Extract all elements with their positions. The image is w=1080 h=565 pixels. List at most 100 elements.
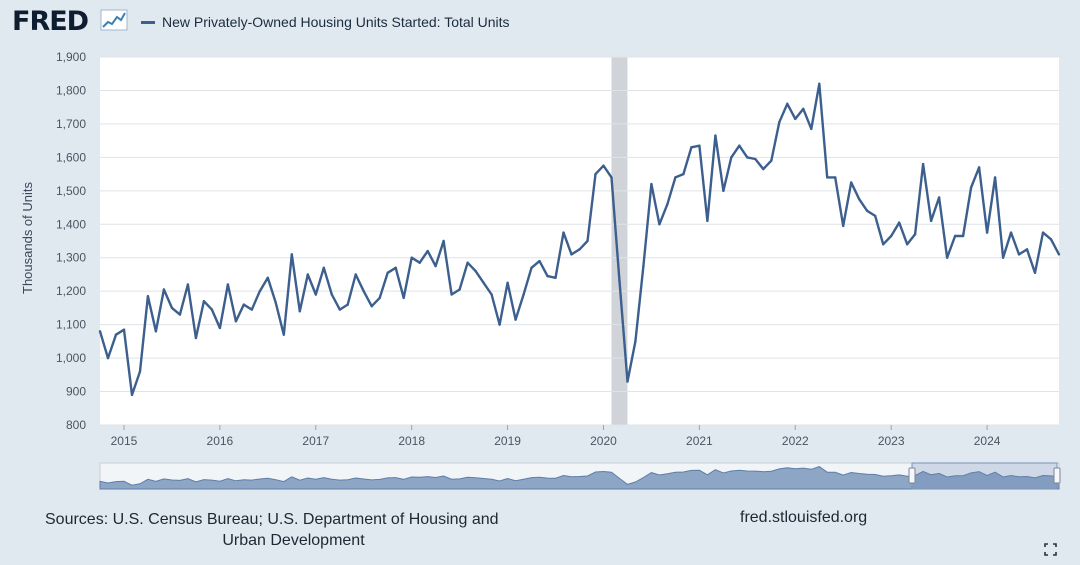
data-point[interactable] [330,293,333,296]
data-point[interactable] [498,323,501,326]
data-point[interactable] [194,336,198,340]
data-point[interactable] [873,214,877,218]
data-point[interactable] [937,196,941,199]
data-point[interactable] [1017,253,1021,256]
data-point[interactable] [306,273,309,276]
data-point[interactable] [474,269,477,273]
data-point[interactable] [738,144,741,147]
data-point[interactable] [458,288,461,291]
data-point[interactable] [578,248,581,251]
data-point[interactable] [1025,248,1029,251]
data-point[interactable] [698,144,701,147]
data-point[interactable] [866,209,869,213]
navigator-handle-left[interactable] [908,467,916,484]
data-point[interactable] [858,197,861,201]
data-point[interactable] [834,176,837,179]
data-point[interactable] [282,333,286,336]
data-point[interactable] [562,231,565,234]
data-point[interactable] [1041,231,1045,234]
data-point[interactable] [658,223,661,226]
data-point[interactable] [538,259,541,263]
data-point[interactable] [1033,271,1037,274]
data-point[interactable] [386,271,389,274]
data-point[interactable] [290,253,293,256]
data-point[interactable] [754,157,757,161]
data-point[interactable] [394,266,397,269]
data-point[interactable] [322,266,325,269]
data-point[interactable] [362,289,365,293]
navigator-selection[interactable] [911,462,1058,490]
data-point[interactable] [985,231,989,234]
data-point[interactable] [482,281,485,285]
data-point[interactable] [897,221,901,224]
data-point[interactable] [778,121,781,124]
data-point[interactable] [274,301,278,305]
data-point[interactable] [993,176,997,179]
data-point[interactable] [506,281,509,285]
data-point[interactable] [242,303,246,306]
data-point[interactable] [154,330,158,333]
data-point[interactable] [953,234,957,238]
data-point[interactable] [706,219,709,223]
data-point[interactable] [250,308,254,311]
data-point[interactable] [850,181,853,184]
data-point[interactable] [602,164,605,167]
data-point[interactable] [346,303,349,306]
data-point[interactable] [202,300,206,303]
data-point[interactable] [722,189,725,193]
data-point[interactable] [618,279,621,283]
data-point[interactable] [945,256,949,259]
data-point[interactable] [674,176,677,179]
data-point[interactable] [434,264,437,268]
data-point[interactable] [122,328,126,331]
data-point[interactable] [610,176,613,179]
data-point[interactable] [170,306,174,310]
legend-item[interactable]: New Privately-Owned Housing Units Starte… [141,14,510,30]
data-point[interactable] [178,313,182,316]
data-point[interactable] [546,274,549,278]
data-point[interactable] [666,203,669,206]
data-point[interactable] [314,293,317,296]
data-point[interactable] [162,288,166,291]
data-point[interactable] [114,333,118,336]
data-point[interactable] [490,293,493,296]
data-point[interactable] [794,117,797,121]
data-point[interactable] [714,134,717,137]
data-point[interactable] [881,243,885,246]
data-point[interactable] [266,276,270,279]
data-point[interactable] [146,295,150,298]
data-point[interactable] [514,318,517,321]
data-point[interactable] [961,234,965,238]
data-point[interactable] [450,293,453,296]
data-point[interactable] [418,261,421,264]
data-point[interactable] [130,393,134,397]
data-point[interactable] [1057,253,1061,256]
data-point[interactable] [298,310,301,313]
data-point[interactable] [226,283,230,286]
data-point[interactable] [586,239,589,243]
data-point[interactable] [522,293,525,296]
data-point[interactable] [138,370,142,373]
data-point[interactable] [802,107,805,111]
data-point[interactable] [770,159,773,162]
data-point[interactable] [218,326,222,330]
data-point[interactable] [905,243,909,246]
data-point[interactable] [826,176,829,179]
data-point[interactable] [98,330,102,333]
data-point[interactable] [210,308,214,311]
data-point[interactable] [258,289,262,293]
data-point[interactable] [570,253,573,256]
data-point[interactable] [746,156,749,159]
data-point[interactable] [786,102,789,106]
data-point[interactable] [410,256,413,259]
data-point[interactable] [969,186,973,189]
fullscreen-icon[interactable] [1044,543,1057,556]
data-point[interactable] [810,127,813,131]
data-point[interactable] [842,224,845,228]
data-point[interactable] [690,146,693,149]
data-point[interactable] [1049,238,1053,241]
data-point[interactable] [682,172,685,176]
data-point[interactable] [106,356,110,360]
data-point[interactable] [530,266,533,269]
data-point[interactable] [1001,256,1005,259]
